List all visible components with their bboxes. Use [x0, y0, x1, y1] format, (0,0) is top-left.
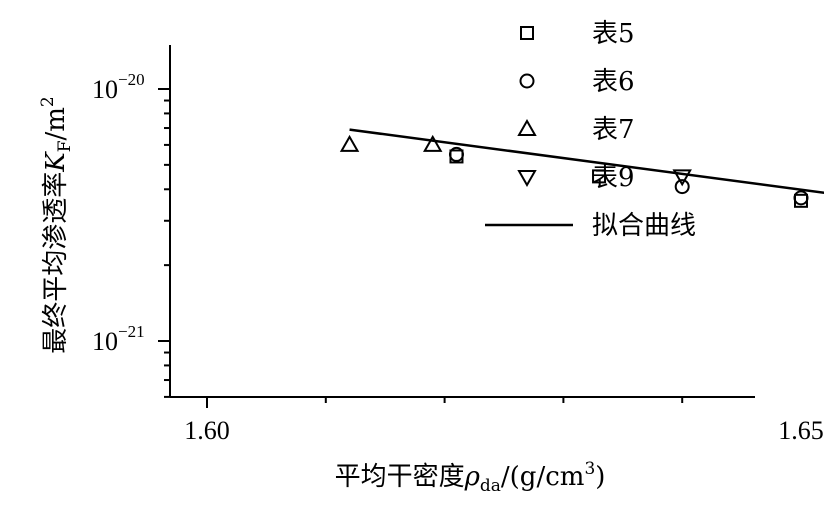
legend-item: 表6 [519, 67, 635, 97]
legend-triangle-down-swatch [517, 170, 537, 188]
legend-item: 表9 [517, 163, 635, 193]
legend-label: 表5 [592, 19, 635, 49]
circle-point [674, 179, 690, 195]
triangle-down-point [672, 169, 692, 187]
x-tick-label: 1.60 [184, 416, 230, 445]
x-tick-label: 1.65 [778, 416, 824, 445]
series-2 [448, 146, 809, 206]
x-axis-title: 平均干密度ρda/(g/cm3) [335, 459, 606, 496]
y-tick-label: 10−21 [92, 322, 145, 356]
legend-triangle-up-swatch [517, 118, 537, 136]
circle-point [793, 190, 809, 206]
legend-item: 表7 [517, 115, 635, 145]
legend-item: 拟合曲线 [485, 211, 696, 241]
legend-square-swatch [520, 26, 534, 40]
triangle-up-point [339, 134, 360, 152]
square-point [592, 169, 607, 184]
series-4 [672, 169, 692, 187]
y-axis-title: 最终平均渗透率KF/m2 [38, 96, 75, 354]
legend-label: 表9 [592, 163, 635, 193]
y-tick-label: 10−20 [92, 70, 145, 104]
triangle-up-point [422, 134, 443, 152]
data-marks [339, 128, 824, 208]
legend: 表5 表6 表7 表9 拟合曲线 [485, 19, 696, 241]
legend-circle-swatch [519, 73, 535, 89]
circle-point [448, 146, 464, 162]
series-3 [339, 134, 443, 152]
fit-line [349, 128, 824, 195]
legend-item: 表5 [520, 19, 635, 49]
legend-label: 拟合曲线 [592, 211, 696, 241]
legend-label: 表7 [592, 115, 635, 145]
ticks [158, 88, 684, 408]
legend-label: 表6 [592, 67, 635, 97]
series-5 [349, 128, 824, 195]
